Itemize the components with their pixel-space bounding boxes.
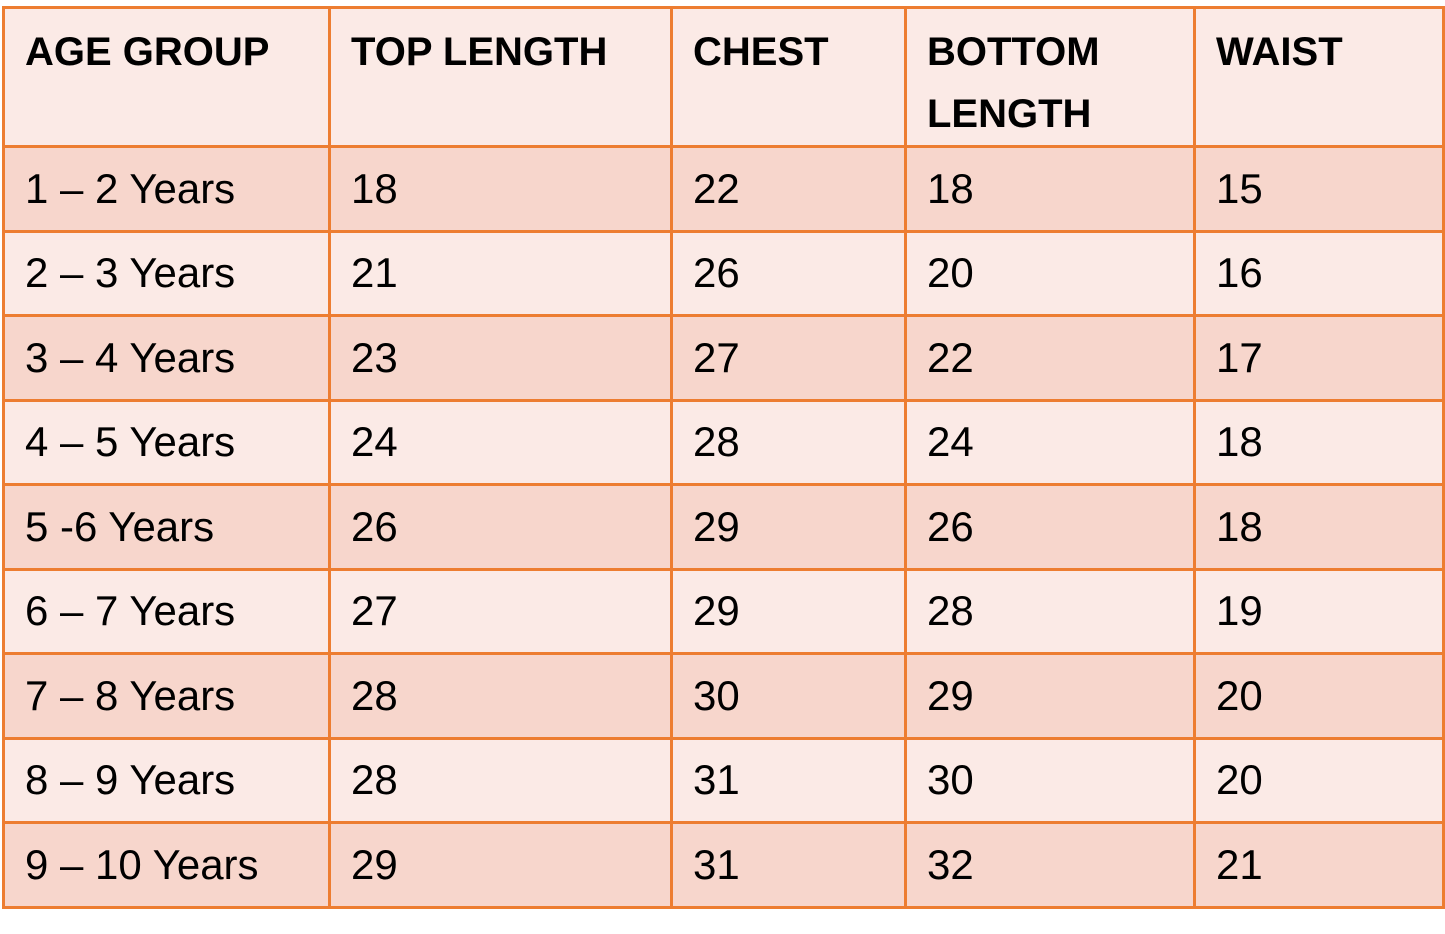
header-bottom-length: BOTTOM LENGTH [904, 6, 1196, 148]
cell-chest: 29 [670, 567, 907, 655]
cell-age-group: 5 -6 Years [2, 483, 331, 571]
cell-chest: 31 [670, 821, 907, 909]
cell-waist: 18 [1193, 398, 1445, 486]
cell-bottom-length: 26 [904, 483, 1196, 571]
header-top-length: TOP LENGTH [328, 6, 673, 148]
cell-chest: 22 [670, 145, 907, 233]
cell-bottom-length: 28 [904, 567, 1196, 655]
cell-waist: 20 [1193, 736, 1445, 824]
cell-chest: 31 [670, 736, 907, 824]
cell-top-length: 28 [328, 652, 673, 740]
table-row: 8 – 9 Years 28 31 30 20 [2, 736, 1445, 824]
cell-waist: 16 [1193, 229, 1445, 317]
cell-chest: 27 [670, 314, 907, 402]
cell-waist: 19 [1193, 567, 1445, 655]
cell-bottom-length: 29 [904, 652, 1196, 740]
cell-bottom-length: 30 [904, 736, 1196, 824]
cell-bottom-length: 24 [904, 398, 1196, 486]
cell-bottom-length: 18 [904, 145, 1196, 233]
table-row: 6 – 7 Years 27 29 28 19 [2, 567, 1445, 655]
cell-age-group: 8 – 9 Years [2, 736, 331, 824]
table-row: 2 – 3 Years 21 26 20 16 [2, 229, 1445, 317]
cell-top-length: 26 [328, 483, 673, 571]
cell-waist: 17 [1193, 314, 1445, 402]
cell-top-length: 18 [328, 145, 673, 233]
cell-bottom-length: 22 [904, 314, 1196, 402]
header-chest: CHEST [670, 6, 907, 148]
cell-top-length: 28 [328, 736, 673, 824]
cell-age-group: 7 – 8 Years [2, 652, 331, 740]
table-row: 5 -6 Years 26 29 26 18 [2, 483, 1445, 571]
cell-bottom-length: 20 [904, 229, 1196, 317]
cell-chest: 28 [670, 398, 907, 486]
cell-bottom-length: 32 [904, 821, 1196, 909]
cell-top-length: 29 [328, 821, 673, 909]
header-age-group: AGE GROUP [2, 6, 331, 148]
cell-waist: 18 [1193, 483, 1445, 571]
cell-waist: 15 [1193, 145, 1445, 233]
cell-age-group: 2 – 3 Years [2, 229, 331, 317]
cell-chest: 29 [670, 483, 907, 571]
cell-age-group: 1 – 2 Years [2, 145, 331, 233]
table-row: 3 – 4 Years 23 27 22 17 [2, 314, 1445, 402]
cell-top-length: 24 [328, 398, 673, 486]
cell-age-group: 9 – 10 Years [2, 821, 331, 909]
cell-waist: 21 [1193, 821, 1445, 909]
cell-top-length: 21 [328, 229, 673, 317]
header-row: AGE GROUP TOP LENGTH CHEST BOTTOM LENGTH… [2, 6, 1445, 148]
cell-age-group: 4 – 5 Years [2, 398, 331, 486]
cell-waist: 20 [1193, 652, 1445, 740]
cell-age-group: 3 – 4 Years [2, 314, 331, 402]
cell-chest: 30 [670, 652, 907, 740]
header-waist: WAIST [1193, 6, 1445, 148]
table-row: 4 – 5 Years 24 28 24 18 [2, 398, 1445, 486]
cell-chest: 26 [670, 229, 907, 317]
table-row: 1 – 2 Years 18 22 18 15 [2, 145, 1445, 233]
table-row: 7 – 8 Years 28 30 29 20 [2, 652, 1445, 740]
cell-top-length: 23 [328, 314, 673, 402]
cell-age-group: 6 – 7 Years [2, 567, 331, 655]
size-chart-table: AGE GROUP TOP LENGTH CHEST BOTTOM LENGTH… [2, 6, 1445, 909]
cell-top-length: 27 [328, 567, 673, 655]
table-body: 1 – 2 Years 18 22 18 15 2 – 3 Years 21 26 20 16 3 … [2, 145, 1445, 909]
table-row: 9 – 10 Years 29 31 32 21 [2, 821, 1445, 909]
